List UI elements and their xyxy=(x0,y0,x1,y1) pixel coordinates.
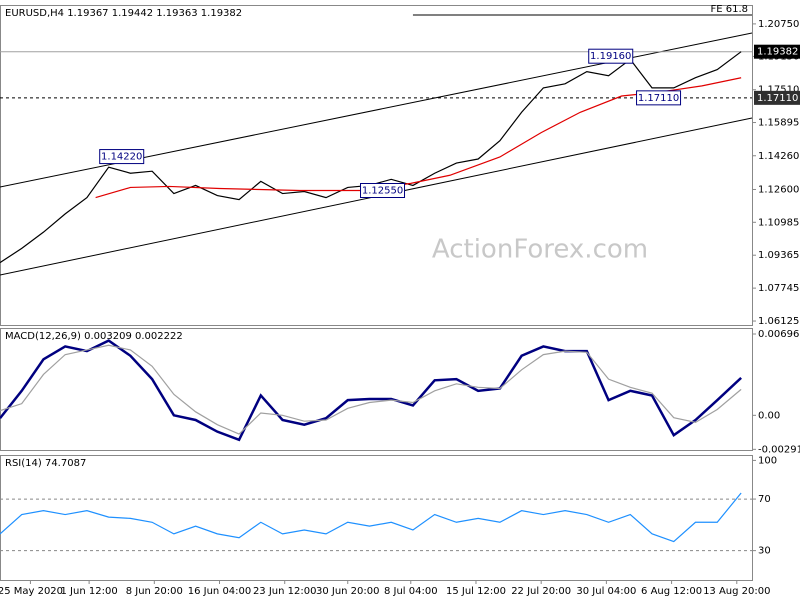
price-box-label: 1.12550 xyxy=(362,185,403,196)
y-tick-label: 0.006966 xyxy=(758,329,800,340)
x-tick-label: 8 Jul 04:00 xyxy=(384,586,438,597)
y-tick-label: 70 xyxy=(758,494,771,505)
panel-title: RSI(14) 74.7087 xyxy=(5,458,86,469)
panel-title: MACD(12,26,9) 0.003209 0.002222 xyxy=(5,331,183,342)
watermark: ActionForex.com xyxy=(432,235,648,265)
series-line xyxy=(0,492,742,543)
y-tick-label: 1.14260 xyxy=(758,151,799,162)
y-tick-label: 1.09365 xyxy=(758,250,799,261)
price-box xyxy=(99,149,145,165)
y-tick-label: 1.10985 xyxy=(758,217,799,228)
x-tick-label: 13 Aug 20:00 xyxy=(703,586,770,597)
price-box xyxy=(636,90,682,106)
x-tick-label: 30 Jul 04:00 xyxy=(576,586,636,597)
series-line xyxy=(0,344,742,435)
y-tick-label: 30 xyxy=(758,546,771,557)
price-box xyxy=(360,182,406,198)
panel-title: EURUSD,H4 1.19367 1.19442 1.19363 1.1938… xyxy=(5,8,242,19)
level-label: FE 61.8 xyxy=(710,4,748,15)
series-line xyxy=(0,339,742,442)
price-tag-label: 1.19382 xyxy=(757,47,798,58)
price-tag xyxy=(754,44,800,59)
y-tick-label: 100 xyxy=(758,455,777,466)
price-box-label: 1.17110 xyxy=(638,93,679,104)
x-tick-label: 1 Jun 12:00 xyxy=(61,586,118,597)
x-tick-label: 23 Jun 12:00 xyxy=(253,586,317,597)
y-tick-label: 1.12600 xyxy=(758,184,799,195)
x-tick-label: 30 Jun 20:00 xyxy=(316,586,380,597)
price-box-label: 1.14220 xyxy=(101,152,142,163)
price-box-label: 1.19160 xyxy=(590,51,631,62)
y-tick-label: -0.002913 xyxy=(758,444,800,455)
y-tick-label: 1.07745 xyxy=(758,283,799,294)
x-tick-label: 22 Jul 20:00 xyxy=(511,586,571,597)
x-tick-label: 8 Jun 20:00 xyxy=(126,586,183,597)
y-tick-label: 1.15895 xyxy=(758,118,799,129)
price-box xyxy=(588,48,634,64)
x-tick-label: 25 May 2020 xyxy=(0,586,63,597)
y-tick-label: 1.06125 xyxy=(758,316,799,327)
y-tick-label: 0.00 xyxy=(758,410,780,421)
panel xyxy=(0,5,753,326)
x-tick-label: 15 Jul 12:00 xyxy=(446,586,506,597)
price-tag xyxy=(754,90,800,105)
panel xyxy=(0,455,753,581)
x-tick-label: 16 Jun 04:00 xyxy=(188,586,252,597)
price-tag-label: 1.17110 xyxy=(757,93,798,104)
x-tick-label: 6 Aug 12:00 xyxy=(641,586,702,597)
y-tick-label: 1.17510 xyxy=(758,85,799,96)
y-tick-label: 1.20750 xyxy=(758,19,799,30)
